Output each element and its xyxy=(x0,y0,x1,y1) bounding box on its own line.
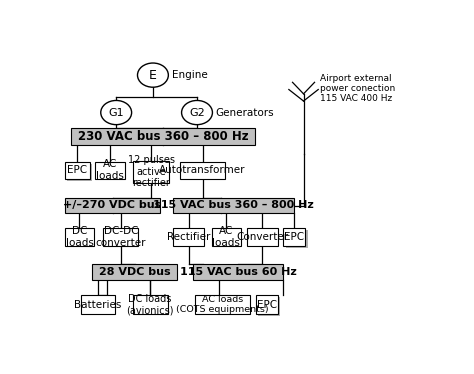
Bar xyxy=(65,197,160,213)
Bar xyxy=(195,295,250,314)
Text: EPC: EPC xyxy=(67,165,87,175)
Circle shape xyxy=(137,63,168,87)
Text: AC loads
(COTS equipments): AC loads (COTS equipments) xyxy=(176,295,269,315)
Text: DC
loads: DC loads xyxy=(65,226,93,248)
Bar xyxy=(133,161,170,183)
Bar xyxy=(65,162,90,179)
Bar xyxy=(181,162,225,179)
Bar xyxy=(81,295,116,314)
Text: E: E xyxy=(149,68,157,82)
Bar xyxy=(283,228,305,246)
Text: Rectifier: Rectifier xyxy=(167,232,210,242)
Text: G1: G1 xyxy=(109,108,124,117)
Text: EPC: EPC xyxy=(257,300,277,310)
Bar xyxy=(71,128,255,145)
Bar xyxy=(173,197,294,213)
Text: 28 VDC bus: 28 VDC bus xyxy=(99,267,170,277)
Text: AC
loads: AC loads xyxy=(212,226,240,248)
Text: Airport external
power conection
115 VAC 400 Hz: Airport external power conection 115 VAC… xyxy=(320,74,395,104)
Text: Engine: Engine xyxy=(173,70,208,80)
Text: 230 VAC bus 360 – 800 Hz: 230 VAC bus 360 – 800 Hz xyxy=(78,130,248,143)
Text: DC loads
(avionics): DC loads (avionics) xyxy=(127,294,174,316)
Circle shape xyxy=(101,101,132,125)
Text: G2: G2 xyxy=(189,108,205,117)
Text: Converter: Converter xyxy=(236,232,288,242)
Bar xyxy=(258,297,281,316)
Text: +/–270 VDC bus: +/–270 VDC bus xyxy=(64,200,162,211)
Bar xyxy=(256,295,278,314)
Text: EPC: EPC xyxy=(284,232,304,242)
Text: AC
loads: AC loads xyxy=(96,159,124,181)
Bar xyxy=(92,264,177,280)
Bar xyxy=(95,162,125,179)
Bar xyxy=(65,228,94,246)
Bar xyxy=(193,264,283,280)
Text: 115 VAC bus 60 Hz: 115 VAC bus 60 Hz xyxy=(180,267,297,277)
Text: 12 pulses
active
rectifier: 12 pulses active rectifier xyxy=(128,155,174,188)
Bar xyxy=(246,228,278,246)
Bar xyxy=(286,230,308,248)
Circle shape xyxy=(182,101,212,125)
Text: DC-DC
converter: DC-DC converter xyxy=(96,226,146,248)
Text: Batteries: Batteries xyxy=(74,300,122,310)
Text: Autotransformer: Autotransformer xyxy=(159,165,246,175)
Bar xyxy=(133,295,168,314)
Text: Generators: Generators xyxy=(215,108,274,117)
Bar xyxy=(103,228,138,246)
Bar xyxy=(212,228,241,246)
Bar xyxy=(173,228,204,246)
Bar xyxy=(67,163,92,181)
Text: 115 VAC bus 360 – 800 Hz: 115 VAC bus 360 – 800 Hz xyxy=(154,200,314,211)
